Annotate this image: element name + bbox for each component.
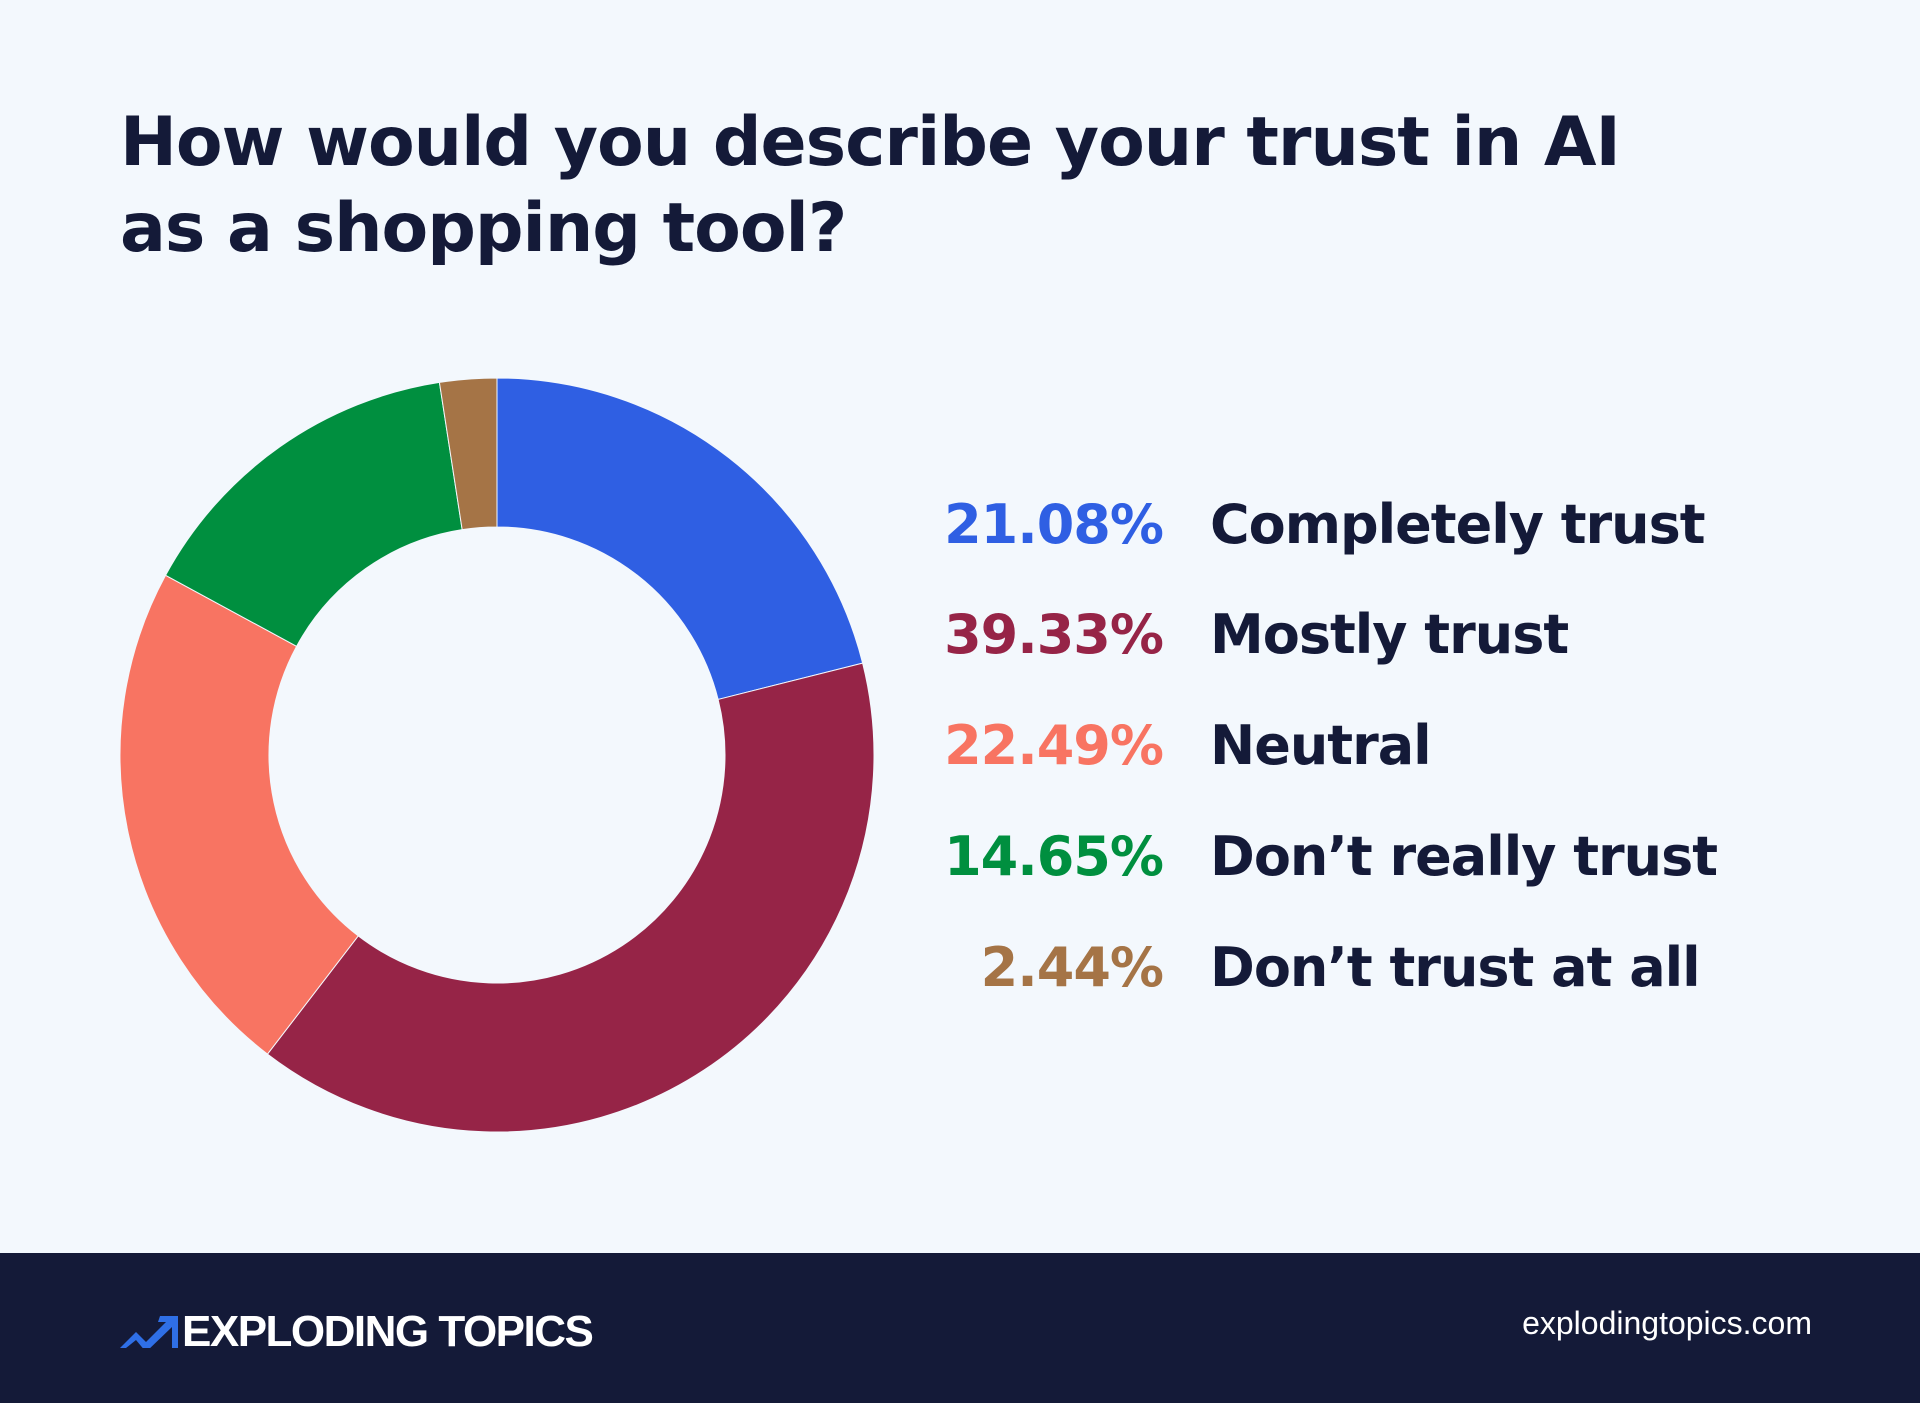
- legend-label: Don’t really trust: [1210, 824, 1718, 888]
- legend-item: 39.33% Mostly trust: [0, 599, 1920, 669]
- legend-item: 22.49% Neutral: [0, 710, 1920, 780]
- legend-label: Mostly trust: [1210, 602, 1569, 666]
- legend-value: 39.33%: [944, 602, 1164, 666]
- donut-slice-2: [266, 662, 875, 1133]
- legend-value: 21.08%: [944, 492, 1164, 556]
- donut-slice-1: [496, 377, 864, 701]
- legend-value: 2.44%: [980, 935, 1164, 999]
- legend-item: 21.08% Completely trust: [0, 489, 1920, 559]
- donut-slice-3: [119, 574, 359, 1055]
- site-url[interactable]: explodingtopics.com: [1522, 1305, 1812, 1341]
- donut-chart: [119, 377, 875, 1133]
- brand-name: EXPLODING TOPICS: [182, 1307, 594, 1356]
- legend-label: Neutral: [1210, 713, 1432, 777]
- chart-title: How would you describe your trust in AI …: [120, 103, 1621, 268]
- footer: EXPLODING TOPICS explodingtopics.com: [0, 1253, 1920, 1403]
- donut-slice-5: [438, 377, 498, 531]
- legend-value: 22.49%: [944, 713, 1164, 777]
- legend-label: Don’t trust at all: [1210, 935, 1701, 999]
- trend-arrow-icon: [120, 1316, 178, 1348]
- brand-logo[interactable]: EXPLODING TOPICS: [120, 1307, 594, 1357]
- legend-item: 2.44% Don’t trust at all: [0, 932, 1920, 1002]
- donut-slice-4: [164, 381, 463, 647]
- legend-label: Completely trust: [1210, 492, 1706, 556]
- legend-value: 14.65%: [944, 824, 1164, 888]
- legend-item: 14.65% Don’t really trust: [0, 821, 1920, 891]
